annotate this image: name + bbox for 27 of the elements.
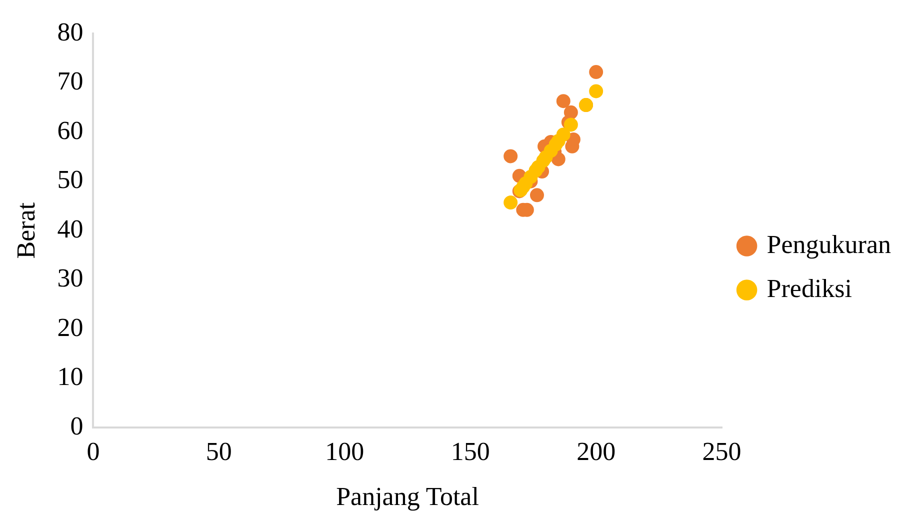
point bbox=[530, 188, 544, 202]
y-tick-label: 50 bbox=[57, 165, 84, 194]
y-axis-title: Berat bbox=[11, 202, 40, 259]
point bbox=[504, 149, 518, 164]
point bbox=[589, 84, 604, 98]
point bbox=[589, 65, 604, 80]
point bbox=[504, 196, 518, 210]
point bbox=[556, 94, 570, 108]
y-tick-label: 60 bbox=[57, 116, 84, 145]
x-tick-label: 200 bbox=[576, 437, 616, 466]
y-tick-label: 0 bbox=[70, 411, 84, 440]
x-tick-label: 50 bbox=[206, 437, 232, 466]
legend-label: Prediksi bbox=[766, 274, 852, 303]
y-tick-label: 70 bbox=[57, 66, 84, 96]
x-tick-label: 100 bbox=[325, 437, 364, 466]
x-tick-label: 250 bbox=[702, 437, 742, 466]
y-tick-label: 30 bbox=[57, 264, 84, 293]
y-tick-label: 80 bbox=[57, 17, 84, 46]
point bbox=[566, 132, 580, 146]
point bbox=[556, 128, 570, 142]
y-tick-label: 40 bbox=[57, 214, 84, 244]
x-axis-title: Panjang Total bbox=[336, 482, 479, 512]
y-tick-label: 20 bbox=[57, 312, 84, 342]
y-tick-label: 10 bbox=[57, 362, 84, 392]
x-tick-label: 150 bbox=[450, 437, 490, 466]
legend-label: Pengukuran bbox=[766, 230, 892, 259]
point bbox=[564, 118, 578, 132]
